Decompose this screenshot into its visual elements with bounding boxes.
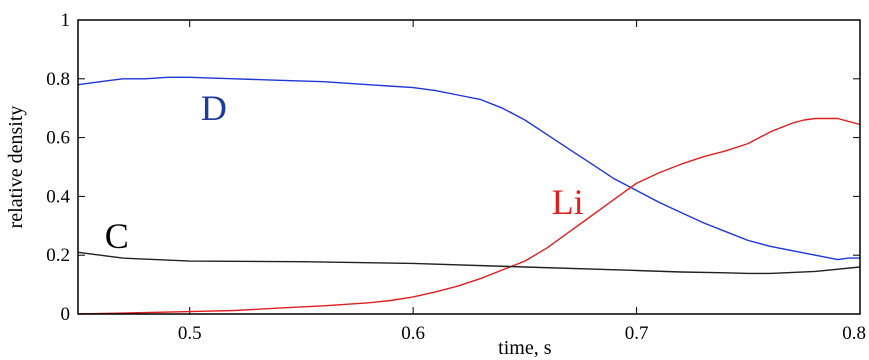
x-tick-labels: 0.5 0.6 0.7 0.8: [178, 20, 866, 344]
y-tick-label: 0.6: [46, 128, 70, 149]
series-line-d: [77, 76, 860, 261]
series-label-d: D: [201, 88, 227, 128]
y-axis-label: relative density: [5, 106, 27, 229]
y-tick-label: 0.8: [46, 69, 70, 90]
plot-frame: [77, 19, 861, 315]
series-line-c: [77, 251, 861, 275]
y-tick-label: 0: [61, 304, 71, 325]
series-label-li: Li: [552, 182, 584, 222]
y-tick-label: 1: [61, 10, 71, 31]
x-axis-label: time, s: [498, 337, 552, 359]
y-tick-label: 0.2: [46, 245, 70, 266]
y-tick-label: 0.4: [46, 186, 70, 207]
series-lines: [77, 76, 861, 315]
series-annotations: D Li C: [105, 88, 584, 256]
x-tick-label: 0.8: [842, 323, 866, 344]
x-tick-label: 0.5: [178, 323, 202, 344]
x-tick-label: 0.7: [625, 323, 649, 344]
series-line-li: [77, 117, 861, 315]
x-tick-label: 0.6: [401, 323, 425, 344]
y-tick-labels: 0 0.2 0.4 0.6 0.8 1: [46, 10, 860, 325]
series-label-c: C: [105, 216, 129, 256]
